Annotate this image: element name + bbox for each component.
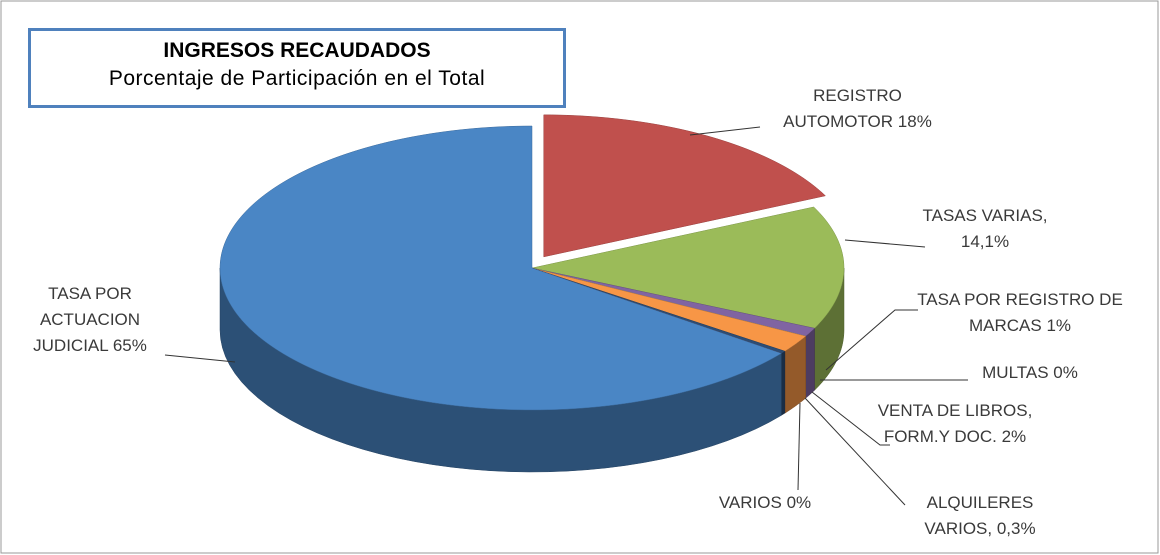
value-label: 65% — [112, 336, 147, 355]
value-label: 14,1% — [960, 232, 1010, 251]
leader-line — [811, 391, 890, 446]
slice — [531, 206, 845, 329]
leader-line — [797, 402, 801, 491]
leader-line — [844, 239, 926, 248]
chart-subtitle: Porcentaje de Participación en el Total — [108, 67, 486, 90]
category-label: MULTAS — [982, 363, 1049, 382]
slice — [531, 267, 807, 352]
leader-line — [804, 397, 906, 506]
data-label: TASA POR ACTUACION JUDICIAL 65% — [15, 281, 165, 359]
slice — [543, 114, 826, 258]
value-label: 0% — [786, 493, 812, 512]
category-label: ALQUILERES VARIOS, — [924, 493, 1034, 538]
category-label: TASA POR ACTUACION JUDICIAL — [33, 284, 141, 355]
value-label: 2% — [1001, 427, 1027, 446]
leader-lines — [164, 126, 968, 506]
leader-line — [164, 354, 236, 363]
category-label: REGISTRO AUTOMOTOR — [783, 86, 902, 131]
value-label: 0,3% — [996, 519, 1036, 538]
slice-side — [781, 350, 786, 416]
leader-line — [689, 126, 761, 136]
data-label: TASAS VARIAS, 14,1% — [905, 203, 1065, 255]
category-label: VARIOS — [718, 493, 782, 512]
category-label: VENTA DE LIBROS, FORM.Y DOC. — [877, 401, 1033, 446]
value-label: 18% — [897, 112, 932, 131]
category-label: TASAS VARIAS, — [922, 206, 1048, 225]
category-label: TASA POR REGISTRO DE MARCAS — [917, 290, 1123, 335]
leader-line — [825, 309, 918, 371]
title-box: INGRESOS RECAUDADOS Porcentaje de Partic… — [28, 28, 566, 108]
chart-title: INGRESOS RECAUDADOS — [163, 39, 431, 62]
value-label: 0% — [1053, 363, 1078, 382]
data-label: TASA POR REGISTRO DE MARCAS 1% — [905, 287, 1135, 339]
data-label: ALQUILERES VARIOS, 0,3% — [905, 490, 1055, 542]
data-label: VENTA DE LIBROS, FORM.Y DOC. 2% — [875, 398, 1035, 450]
data-label: VARIOS 0% — [700, 490, 830, 516]
value-label: 1% — [1046, 316, 1072, 335]
data-label: MULTAS 0% — [965, 360, 1095, 386]
data-label: REGISTRO AUTOMOTOR 18% — [775, 83, 940, 135]
pie — [219, 114, 845, 473]
slice-side — [805, 327, 815, 399]
slice — [219, 125, 782, 411]
